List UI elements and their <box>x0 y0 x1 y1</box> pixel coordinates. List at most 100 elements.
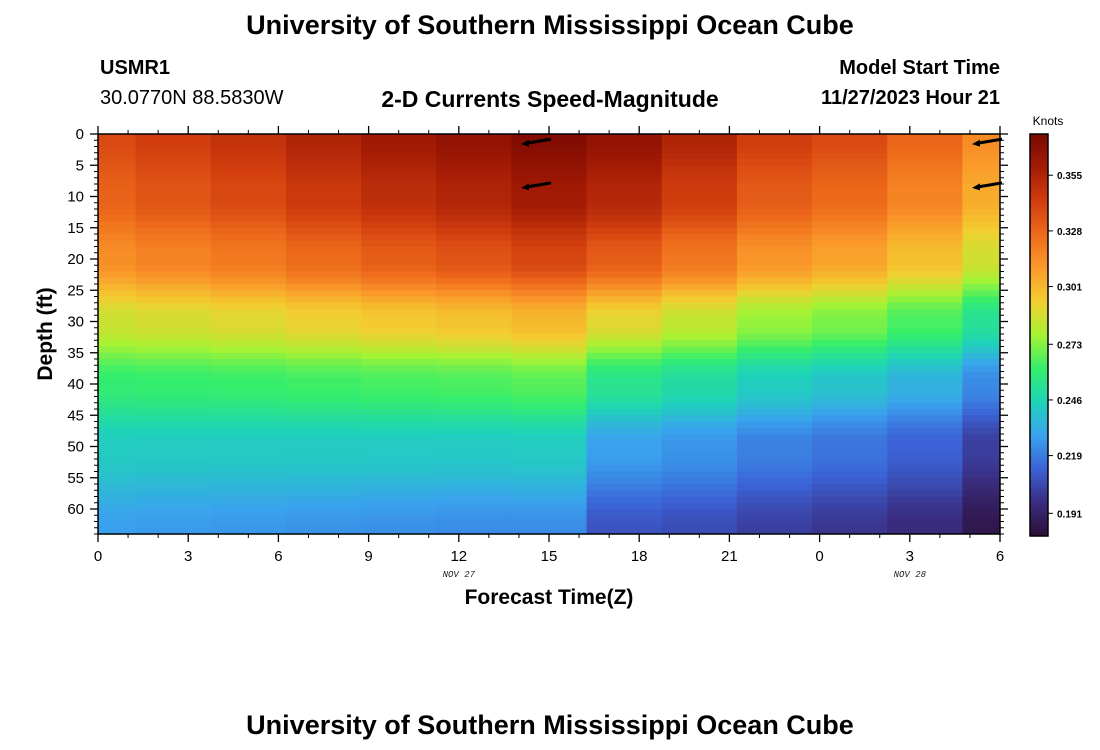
y-tick-label: 45 <box>67 407 84 424</box>
heatmap-cell <box>511 271 588 279</box>
heatmap-cell <box>511 484 588 491</box>
heatmap-cell <box>511 190 588 198</box>
heatmap-cell <box>736 471 813 479</box>
heatmap-cell <box>812 340 888 348</box>
heatmap-cell <box>511 259 588 266</box>
heatmap-cell <box>98 365 137 373</box>
heatmap-cell <box>436 334 513 341</box>
heatmap-cell <box>135 159 212 166</box>
heatmap-cell <box>586 202 663 210</box>
heatmap-cell <box>887 177 964 185</box>
heatmap-cell <box>210 302 287 310</box>
heatmap-cell <box>887 459 964 466</box>
heatmap-cell <box>361 509 437 516</box>
heatmap-cell <box>511 277 588 285</box>
heatmap-cell <box>98 396 137 404</box>
heatmap-cell <box>661 396 738 404</box>
heatmap-cell <box>511 402 588 410</box>
heatmap-cell <box>586 302 663 310</box>
heatmap-cell <box>98 271 137 279</box>
heatmap-cell <box>210 384 287 391</box>
heatmap-cell <box>736 227 813 235</box>
heatmap-cell <box>98 140 137 148</box>
heatmap-cell <box>135 290 212 298</box>
heatmap-cell <box>511 390 588 398</box>
heatmap-cell <box>661 490 738 498</box>
heatmap-cell <box>361 365 437 373</box>
heatmap-cell <box>511 196 588 204</box>
heatmap-cell <box>812 521 888 529</box>
heatmap-cell <box>887 484 964 491</box>
y-tick-label: 0 <box>76 126 84 143</box>
heatmap-cell <box>361 484 437 491</box>
heatmap-cell <box>98 321 137 329</box>
heatmap-cell <box>661 315 738 323</box>
heatmap-cell <box>285 165 362 173</box>
heatmap-cell <box>586 240 663 248</box>
heatmap-cell <box>511 134 588 141</box>
heatmap-cell <box>887 477 964 485</box>
heatmap-cell <box>436 146 513 154</box>
heatmap-cell <box>962 240 1000 248</box>
heatmap-cell <box>812 259 888 266</box>
heatmap-cell <box>210 215 287 223</box>
heatmap-cell <box>361 334 437 341</box>
heatmap-cell <box>98 184 137 191</box>
heatmap-cell <box>586 234 663 241</box>
heatmap-cell <box>285 196 362 204</box>
heatmap-cell <box>661 134 738 141</box>
heatmap-cell <box>135 196 212 204</box>
heatmap-cell <box>361 502 437 510</box>
x-axis-title: Forecast Time(Z) <box>465 586 634 609</box>
heatmap-cell <box>285 384 362 391</box>
heatmap-cell <box>661 340 738 348</box>
heatmap-cell <box>511 265 588 273</box>
heatmap-cell <box>285 346 362 354</box>
heatmap-cell <box>436 477 513 485</box>
heatmap-cell <box>962 459 1000 466</box>
heatmap-cell <box>98 202 137 210</box>
heatmap-cell <box>736 152 813 160</box>
heatmap-cell <box>135 440 212 448</box>
heatmap-cell <box>285 402 362 410</box>
heatmap-cell <box>661 221 738 229</box>
heatmap-cell <box>210 196 287 204</box>
heatmap-cell <box>962 352 1000 360</box>
colorbar-ticks: 0.191 0.219 0.246 0.273 0.301 0.328 0.355 <box>1048 171 1082 520</box>
heatmap-cell <box>511 359 588 366</box>
heatmap-cell <box>511 452 588 460</box>
heatmap-cell <box>812 496 888 504</box>
heatmap-cell <box>586 502 663 510</box>
heatmap-cell <box>98 527 137 534</box>
heatmap-cell <box>210 190 287 198</box>
heatmap-cell <box>210 165 287 173</box>
x-tick-label: 18 <box>631 548 648 565</box>
heatmap-cell <box>812 271 888 279</box>
heatmap-cell <box>436 434 513 441</box>
heatmap-cell <box>98 427 137 435</box>
heatmap-cell <box>511 296 588 304</box>
heatmap-cell <box>812 359 888 366</box>
heatmap-cell <box>361 302 437 310</box>
heatmap-cell <box>98 440 137 448</box>
heatmap-cell <box>812 209 888 216</box>
heatmap-cell <box>962 396 1000 404</box>
heatmap-cell <box>361 390 437 398</box>
heatmap-cell <box>887 159 964 166</box>
heatmap-cell <box>812 321 888 329</box>
heatmap-cell <box>586 252 663 260</box>
heatmap-cell <box>736 134 813 141</box>
y-axis: 0 5 10 15 20 25 30 35 40 45 50 55 60 <box>67 126 1008 535</box>
footer-title: University of Southern Mississippi Ocean… <box>246 710 854 740</box>
heatmap-cell <box>736 246 813 254</box>
heatmap-cell <box>661 234 738 241</box>
x-tick-label: 3 <box>906 548 914 565</box>
heatmap-cell <box>436 327 513 335</box>
heatmap-cell <box>511 315 588 323</box>
heatmap-cell <box>210 502 287 510</box>
heatmap-cell <box>361 446 437 454</box>
heatmap-cell <box>586 265 663 273</box>
heatmap-cell <box>887 165 964 173</box>
heatmap-cell <box>887 359 964 366</box>
